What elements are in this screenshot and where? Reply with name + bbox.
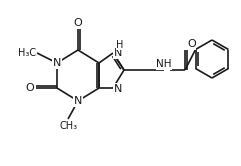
Text: N: N	[53, 58, 61, 68]
Text: CH₃: CH₃	[60, 121, 78, 131]
Text: H: H	[116, 40, 124, 50]
Text: H₃C: H₃C	[18, 48, 36, 58]
Text: O: O	[187, 39, 196, 49]
Text: N: N	[74, 96, 82, 106]
Text: N: N	[114, 84, 122, 94]
Text: O: O	[74, 18, 82, 28]
Text: N: N	[114, 48, 122, 58]
Text: O: O	[25, 83, 34, 93]
Text: NH: NH	[156, 59, 172, 69]
